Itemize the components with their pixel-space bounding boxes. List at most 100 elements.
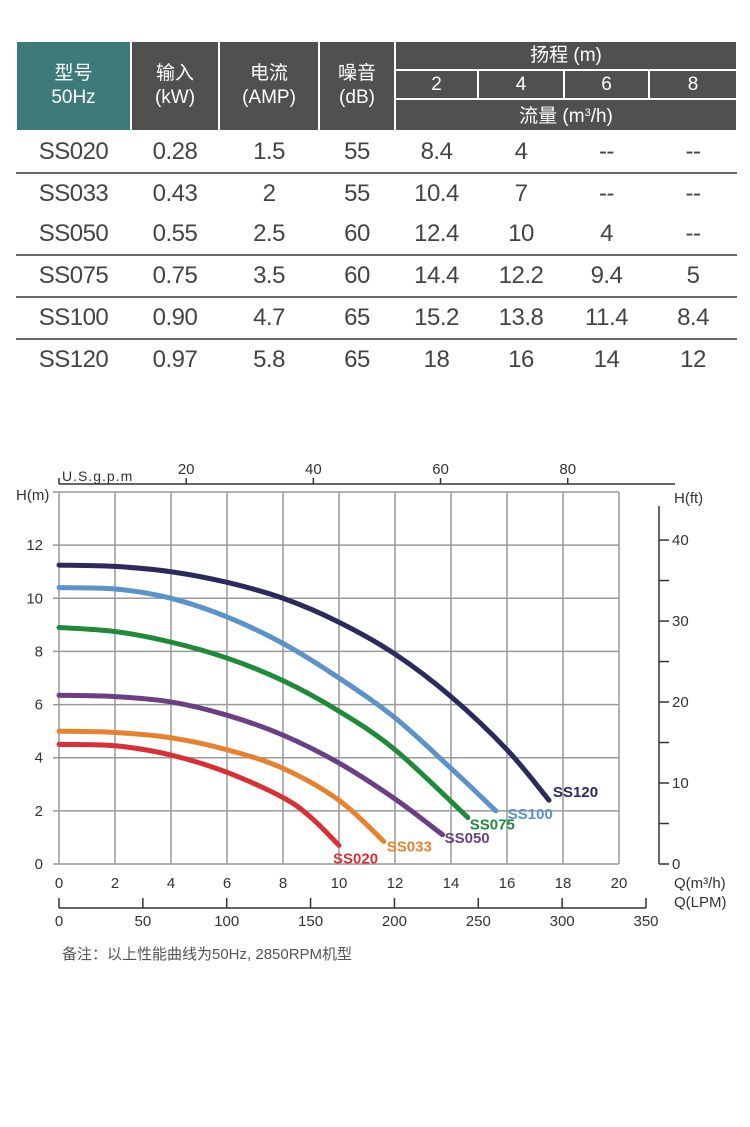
cell-power: 0.97 bbox=[152, 346, 198, 373]
spec-table: 型号 50Hz 输入 (kW) 电流 (AMP) 噪音 (dB) 扬程 (m) … bbox=[15, 40, 739, 380]
series-line-ss033 bbox=[56, 728, 387, 844]
cell-flow: -- bbox=[564, 131, 649, 174]
right-axis-tick-label: 0 bbox=[672, 856, 680, 873]
cell-flow: 12 bbox=[680, 346, 706, 373]
top-axis-tick-label: 40 bbox=[305, 461, 322, 478]
cell-power: 0.75 bbox=[131, 255, 219, 298]
series-line-ss075 bbox=[56, 625, 471, 820]
cell-power: 0.43 bbox=[152, 180, 198, 207]
cell-model: SS033 bbox=[38, 180, 109, 207]
header-current-unit: (AMP) bbox=[242, 87, 296, 108]
top-axis-tick-label: 20 bbox=[178, 461, 195, 478]
table-row: SS120 0.97 5.8 65 18 16 14 12 bbox=[16, 339, 737, 380]
cell-flow: 11.4 bbox=[564, 297, 649, 340]
right-axis-label: H(ft) bbox=[674, 490, 703, 507]
header-current: 电流 (AMP) bbox=[218, 40, 320, 132]
cell-flow: 8.4 bbox=[649, 297, 738, 340]
y-tick-label: 10 bbox=[26, 590, 43, 607]
x-tick-label: 8 bbox=[279, 875, 287, 892]
cell-flow: 13.8 bbox=[478, 297, 564, 340]
header-power-label: 输入 bbox=[155, 63, 194, 84]
header-flow-sup: 3 bbox=[584, 107, 591, 119]
cell-current: 2 bbox=[262, 180, 276, 207]
right-axis-tick-label: 40 bbox=[672, 532, 689, 549]
header-flow-suffix: /h) bbox=[590, 106, 613, 127]
x-tick-label: 2 bbox=[111, 875, 119, 892]
cell-noise: 60 bbox=[319, 214, 395, 256]
cell-flow: -- bbox=[649, 214, 738, 256]
lpm-axis-tick-label: 200 bbox=[382, 913, 407, 930]
series-label-ss100: SS100 bbox=[508, 806, 553, 823]
header-model-freq: 50Hz bbox=[51, 87, 96, 108]
x-tick-label: 18 bbox=[555, 875, 572, 892]
table-row: SS100 0.90 4.7 65 15.2 13.8 11.4 8.4 bbox=[16, 297, 738, 340]
cell-noise: 65 bbox=[344, 346, 370, 373]
cell-flow: 16 bbox=[508, 346, 534, 373]
lpm-axis-tick-label: 100 bbox=[214, 913, 239, 930]
cell-flow: 10.4 bbox=[414, 180, 459, 207]
cell-flow: 14 bbox=[593, 346, 620, 373]
table-row: SS033 0.43 2 55 10.4 7 -- -- bbox=[16, 173, 737, 214]
lpm-axis-tick-label: 250 bbox=[466, 913, 491, 930]
cell-power: 0.28 bbox=[131, 131, 219, 174]
series-label-ss050: SS050 bbox=[445, 830, 490, 847]
cell-noise: 55 bbox=[319, 131, 395, 174]
cell-noise: 55 bbox=[344, 180, 370, 207]
header-head-value: 4 bbox=[477, 69, 565, 100]
header-flow: 流量 (m3/h) bbox=[393, 98, 739, 132]
cell-flow: -- bbox=[599, 180, 614, 207]
cell-current: 1.5 bbox=[219, 131, 319, 174]
cell-current: 4.7 bbox=[219, 297, 319, 340]
cell-current: 3.5 bbox=[219, 255, 319, 298]
cell-flow: -- bbox=[649, 131, 738, 174]
header-head-value: 8 bbox=[647, 69, 739, 100]
table-row: SS020 0.28 1.5 55 8.4 4 -- -- bbox=[16, 131, 738, 174]
cell-flow: 14.4 bbox=[395, 255, 478, 298]
lpm-axis-tick-label: 350 bbox=[633, 913, 658, 930]
cell-flow: 7 bbox=[514, 180, 528, 207]
top-axis-tick-label: 60 bbox=[432, 461, 449, 478]
cell-model: SS120 bbox=[38, 346, 109, 373]
header-power: 输入 (kW) bbox=[130, 40, 220, 132]
cell-current: 2.5 bbox=[219, 214, 319, 256]
cell-model: SS020 bbox=[16, 131, 131, 174]
right-axis-tick-label: 20 bbox=[672, 694, 689, 711]
header-head-value: 6 bbox=[563, 69, 650, 100]
header-head-value: 2 bbox=[394, 69, 479, 100]
lpm-axis-tick-label: 300 bbox=[550, 913, 575, 930]
series-line-ss020 bbox=[56, 741, 342, 848]
y-tick-label: 0 bbox=[35, 856, 43, 873]
series-label-ss120: SS120 bbox=[553, 784, 598, 801]
header-model: 型号 50Hz bbox=[15, 40, 132, 132]
x-tick-label: 4 bbox=[167, 875, 175, 892]
cell-noise: 60 bbox=[319, 255, 395, 298]
cell-flow: 9.4 bbox=[564, 255, 649, 298]
cell-power: 0.55 bbox=[131, 214, 219, 256]
lpm-axis-tick-label: 150 bbox=[298, 913, 323, 930]
table-row: SS075 0.75 3.5 60 14.4 12.2 9.4 5 bbox=[16, 255, 738, 298]
lpm-axis-tick-label: 50 bbox=[135, 913, 152, 930]
cell-flow: 10 bbox=[478, 214, 564, 256]
cell-flow: 15.2 bbox=[395, 297, 478, 340]
x-tick-label: 14 bbox=[443, 875, 460, 892]
top-axis-tick-label: 80 bbox=[559, 461, 576, 478]
cell-model: SS075 bbox=[16, 255, 131, 298]
pump-curve-chart: 0 2 4 6 8 10 12 H(m) 0 2 4 6 8 10 12 14 16 18 20 Q(m³/h) U.S… bbox=[16, 461, 727, 930]
x-tick-label: 16 bbox=[499, 875, 516, 892]
x-tick-label: 0 bbox=[55, 875, 63, 892]
y-tick-label: 2 bbox=[35, 803, 43, 820]
y-tick-label: 12 bbox=[26, 537, 43, 554]
header-model-label: 型号 bbox=[54, 63, 93, 84]
right-axis-tick-label: 10 bbox=[672, 775, 689, 792]
series-label-ss075: SS075 bbox=[470, 817, 515, 834]
series-line-ss050 bbox=[56, 692, 446, 838]
header-noise-label: 噪音 bbox=[337, 63, 376, 84]
cell-model: SS100 bbox=[16, 297, 131, 340]
cell-current: 5.8 bbox=[253, 346, 285, 373]
cell-flow: 8.4 bbox=[395, 131, 478, 174]
table-row: SS050 0.55 2.5 60 12.4 10 4 -- bbox=[16, 214, 738, 256]
header-current-label: 电流 bbox=[249, 63, 288, 84]
x-tick-label: 10 bbox=[331, 875, 348, 892]
cell-model: SS050 bbox=[16, 214, 131, 256]
y-tick-label: 4 bbox=[35, 750, 43, 767]
